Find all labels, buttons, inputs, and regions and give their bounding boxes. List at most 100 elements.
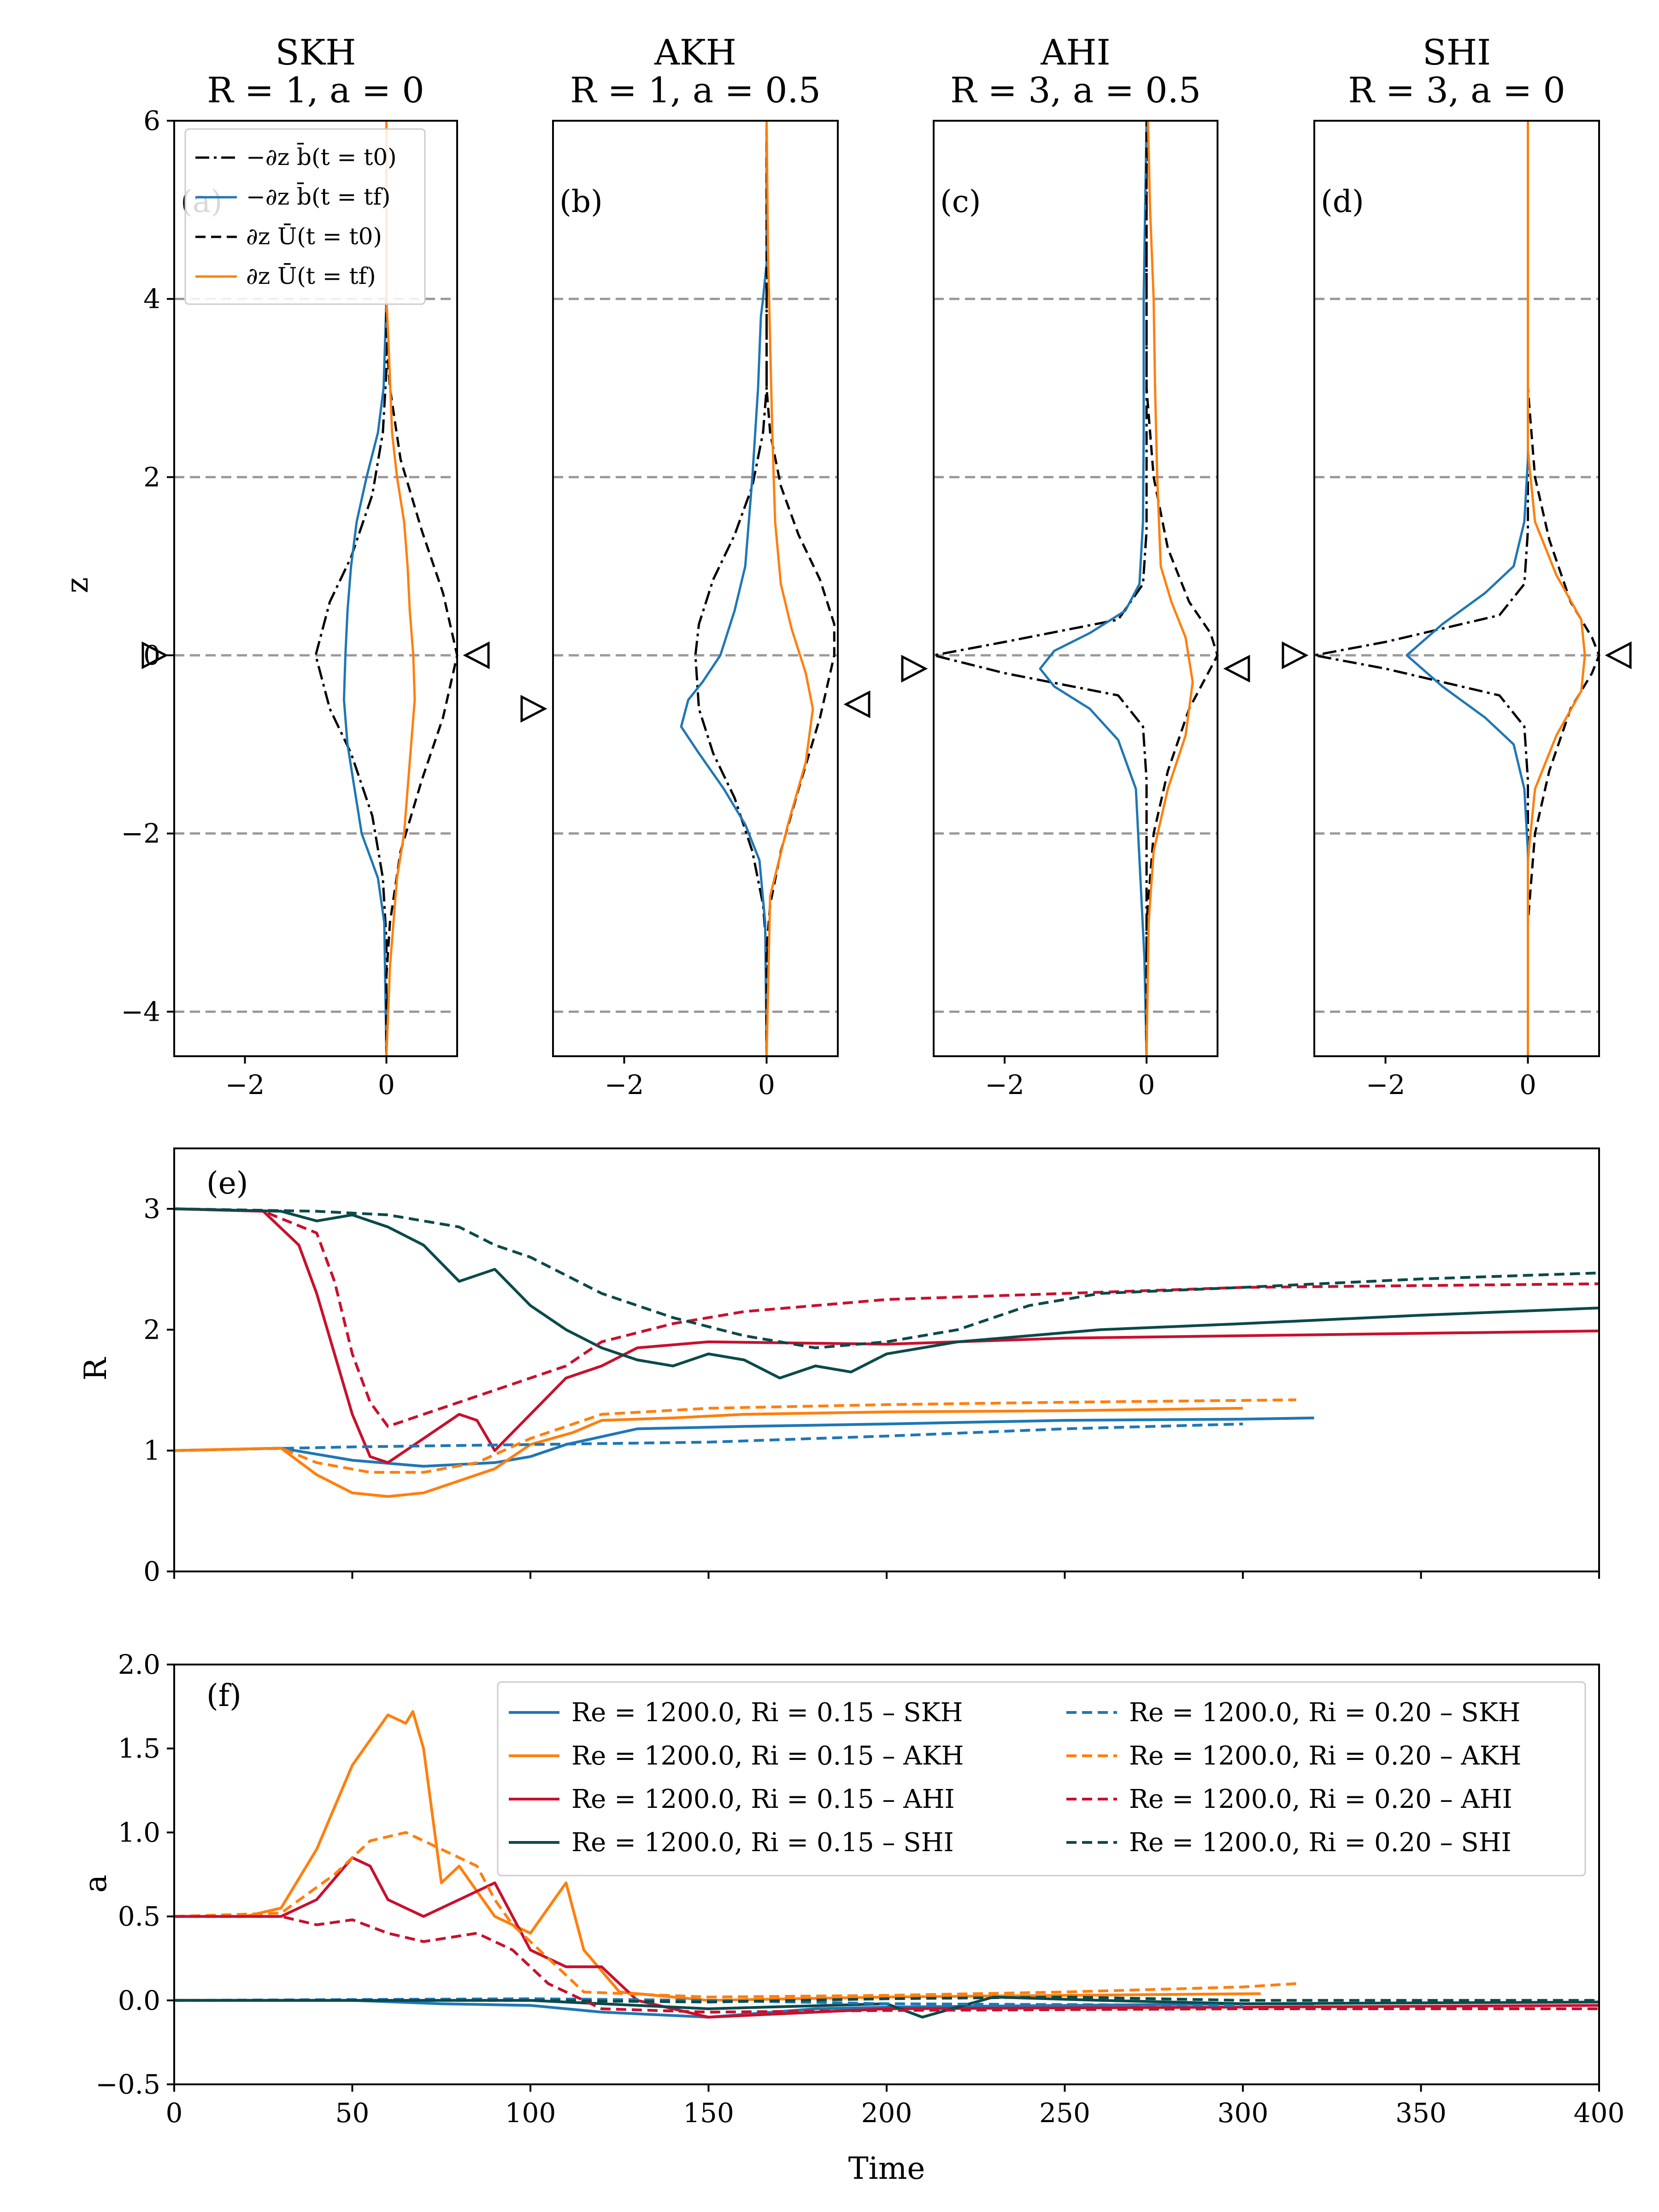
x-tick-label: −2 [985,1069,1024,1100]
panel-subtitle: R = 1, a = 0.5 [570,70,821,111]
x-tick-label: 150 [683,2097,734,2129]
profile-line-black-dashdot [694,121,768,1056]
y-tick-label: 0 [143,1556,160,1587]
y-tick-label: −2 [121,818,161,849]
x-tick-label: 250 [1039,2097,1090,2129]
legend-entry: Re = 1200.0, Ri = 0.15 – SKH [571,1698,963,1728]
series-line-red-dashed [174,1915,1599,2014]
y-tick-label: 0.0 [118,1985,160,2016]
x-axis-label: Time [848,2151,925,2186]
y-tick-label: 1.5 [118,1733,160,1764]
panel-label: (c) [940,184,981,219]
x-tick-label: 300 [1218,2097,1269,2129]
R-timeseries-panel: 0 1 2 3 R (e) [78,1147,1600,1587]
right-triangle-marker [1605,641,1632,670]
legend-entry: Re = 1200.0, Ri = 0.20 – AHI [1129,1784,1512,1814]
panel-frame [1313,120,1600,1057]
profile-line-black-dashed [765,121,835,1056]
y-tick-label: 2.0 [118,1649,160,1680]
profile-line-black-dashed [1145,121,1219,1056]
series-line-orange-solid [174,1406,1243,1498]
legend-entry: Re = 1200.0, Ri = 0.15 – AKH [571,1741,964,1771]
series-line-darkteal-solid [174,1207,1600,1380]
profile-line-black-dashdot [932,121,1148,1056]
y-tick-label: 0.5 [118,1901,160,1932]
y-tick-label: 6 [143,105,160,136]
y-tick-label: −0.5 [95,2069,160,2100]
profile-line-orange [1527,121,1586,1056]
profile-legend: −∂z b̄(t = t0) −∂z b̄(t = tf) ∂z Ū(t = t0)… [184,128,426,305]
y-axis-label: z [59,577,95,594]
series-line-orange-dashed [174,1398,1296,1474]
legend-entry: Re = 1200.0, Ri = 0.20 – SKH [1129,1698,1520,1728]
right-triangle-marker [843,690,871,718]
panel-subtitle: R = 3, a = 0.5 [950,70,1201,111]
x-tick-label: −2 [225,1069,265,1100]
y-tick-label: 2 [143,461,160,493]
legend-entry: Re = 1200.0, Ri = 0.20 – SHI [1129,1828,1512,1858]
panel-title: SHI [1423,32,1491,73]
profile-line-black-dashdot [314,121,388,1056]
y-axis-label: a [78,1875,113,1893]
y-tick-label: 3 [143,1193,160,1224]
x-tick-label: 100 [505,2097,556,2129]
panel-frame [173,1147,1600,1572]
panel-label: (d) [1321,184,1364,219]
series-line-orange-dashed [174,1831,1297,1999]
panel-label: (e) [206,1165,248,1201]
legend-entry: Re = 1200.0, Ri = 0.20 – AKH [1129,1741,1521,1771]
y-tick-label: −4 [121,996,161,1027]
profile-line-blue [680,121,768,1057]
series-line-darkteal-dashed [174,1207,1600,1349]
left-triangle-marker [1282,641,1309,670]
series-line-red-solid [174,1207,1600,1464]
right-triangle-marker [463,641,490,670]
y-tick-label: 1 [143,1435,160,1466]
x-tick-label: 350 [1395,2097,1447,2129]
legend-entry: −∂z b̄(t = t0) [246,142,397,171]
series-legend: Re = 1200.0, Ri = 0.15 – SKH Re = 1200.0,… [497,1681,1586,1877]
profile-line-orange [385,121,416,1057]
legend-entry: Re = 1200.0, Ri = 0.15 – SHI [571,1828,954,1858]
left-triangle-marker [520,694,547,723]
profile-line-orange [1145,120,1194,1057]
x-tick-label: 0 [378,1069,395,1100]
panel-title: SKH [275,32,356,73]
series-line-blue-dashed [174,1423,1243,1452]
panel-frame [933,120,1218,1057]
series-line-darkteal-dashed [174,1995,1599,2004]
profile-line-blue [1039,120,1148,1057]
legend-box [184,128,426,305]
x-tick-label: 0 [758,1069,775,1100]
panel-frame [173,120,458,1057]
panel-frame [552,120,839,1057]
right-triangle-marker [1223,654,1250,683]
y-axis-label: R [78,1357,113,1381]
y-tick-label: 2 [143,1314,160,1345]
left-triangle-marker [901,654,928,683]
series-line-red-solid [174,1856,1600,2019]
x-tick-label: 0 [1519,1069,1536,1100]
x-tick-label: −2 [605,1069,644,1100]
y-tick-label: 4 [143,283,160,315]
x-tick-label: 0 [166,2097,183,2129]
panel-title: AHI [1040,32,1110,73]
panel-label: (f) [206,1678,241,1713]
legend-entry: ∂z Ū(t = tf) [246,263,376,289]
profile-line-black-dashdot [1313,121,1529,1056]
legend-entry: −∂z b̄(t = tf) [246,182,390,210]
profile-line-blue [1406,121,1529,1056]
panel-label: (b) [559,184,603,219]
y-tick-label: 1.0 [118,1817,160,1848]
legend-box [497,1681,1586,1877]
x-tick-label: 200 [861,2097,912,2129]
x-tick-label: 50 [335,2097,370,2129]
panel-title: AKH [654,32,736,73]
a-timeseries-panel: −0.5 0.0 0.5 1.0 1.5 2.0 0 50 100 150 200 250 300 350… [78,1649,1624,2186]
profile-line-orange [765,120,814,1057]
